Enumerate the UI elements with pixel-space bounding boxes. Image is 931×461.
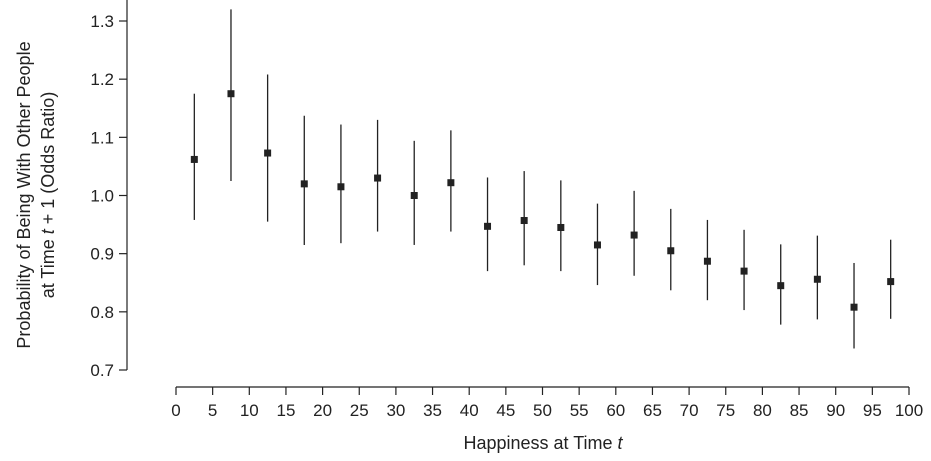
y-tick-label: 0.9	[90, 245, 114, 264]
y-tick-label: 0.7	[90, 361, 114, 380]
x-tick-label: 95	[863, 401, 882, 420]
data-point	[630, 231, 638, 239]
y-tick-label: 1.1	[90, 128, 114, 147]
y-tick-label: 1.2	[90, 70, 114, 89]
x-tick-label: 15	[276, 401, 295, 420]
data-point	[520, 217, 528, 225]
data-point	[813, 275, 821, 283]
x-tick-label: 5	[208, 401, 217, 420]
data-point	[593, 241, 601, 249]
x-tick-label: 60	[606, 401, 625, 420]
x-tick-label: 75	[716, 401, 735, 420]
data-point	[667, 247, 675, 255]
x-tick-label: 45	[496, 401, 515, 420]
data-point	[484, 222, 492, 230]
x-axis-label: Happiness at Time t	[463, 433, 623, 453]
x-axis-label-italic: t	[618, 433, 624, 453]
x-axis: 0 5 10 15 20 25 30 35 40 45 50 55 60 65 70 75 80 85 90 95 10…	[171, 386, 923, 420]
plot-area	[190, 9, 895, 349]
data-point	[374, 174, 382, 182]
x-tick-label: 50	[533, 401, 552, 420]
x-tick-label: 70	[680, 401, 699, 420]
data-point	[557, 223, 565, 231]
data-point	[777, 282, 785, 290]
data-point	[740, 267, 748, 275]
data-point	[410, 192, 418, 199]
y-axis-label-line2: at Time t + 1 (Odds Ratio)	[38, 92, 58, 299]
x-tick-label: 20	[313, 401, 332, 420]
y-tick-label: 0.8	[90, 303, 114, 322]
x-tick-label: 55	[570, 401, 589, 420]
x-tick-label: 30	[386, 401, 405, 420]
x-tick-label: 80	[753, 401, 772, 420]
data-point	[703, 257, 711, 265]
y-tick-label: 1.3	[90, 12, 114, 31]
x-tick-label: 25	[350, 401, 369, 420]
data-point	[887, 278, 895, 286]
x-tick-label: 85	[790, 401, 809, 420]
y-tick-label: 1.0	[90, 187, 114, 206]
y-axis: 0.7 0.8 0.9 1.0 1.1 1.2 1.3	[90, 0, 128, 380]
x-tick-label: 90	[826, 401, 845, 420]
x-tick-label: 100	[895, 401, 923, 420]
data-point	[337, 183, 345, 191]
data-point	[300, 180, 308, 188]
data-point	[447, 179, 455, 187]
x-tick-label: 35	[423, 401, 442, 420]
data-point	[264, 149, 272, 157]
x-tick-label: 40	[460, 401, 479, 420]
y-axis-label-line1: Probability of Being With Other People	[14, 41, 34, 348]
data-point	[850, 303, 858, 311]
x-tick-label: 10	[240, 401, 259, 420]
x-tick-label: 0	[171, 401, 180, 420]
data-point	[227, 90, 235, 98]
y-axis-label: Probability of Being With Other People a…	[14, 41, 58, 348]
data-point	[190, 155, 198, 163]
x-tick-label: 65	[643, 401, 662, 420]
